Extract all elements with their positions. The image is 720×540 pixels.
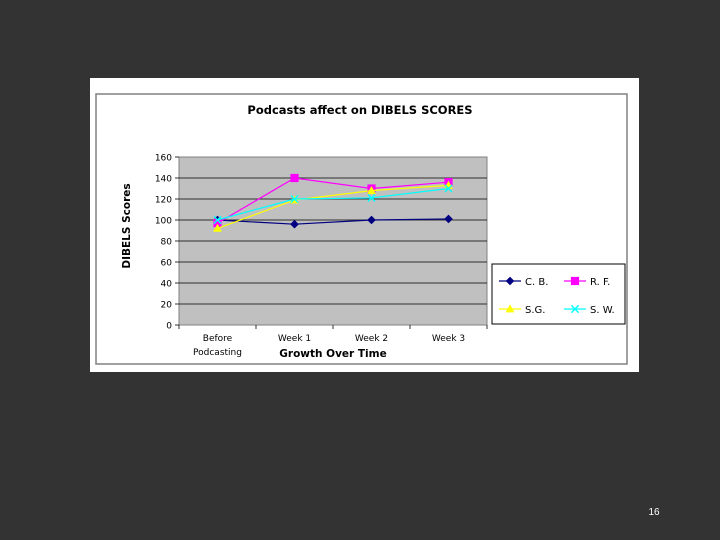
chart-panel: Podcasts affect on DIBELS SCORES 0 20 40 60… <box>90 78 639 372</box>
legend-item: C. B. <box>499 276 548 288</box>
data-point <box>290 173 299 183</box>
x-tick-label: Week 1 <box>278 334 311 344</box>
legend-marker <box>505 304 515 313</box>
legend-item: R. F. <box>564 276 610 288</box>
series-line <box>217 184 449 229</box>
series-line <box>217 187 449 221</box>
legend-label: C. B. <box>525 277 548 288</box>
y-tick-label: 40 <box>161 280 173 290</box>
chart-title: Podcasts affect on DIBELS SCORES <box>247 103 472 117</box>
legend-marker <box>570 276 580 286</box>
y-tick-label: 60 <box>161 259 173 269</box>
y-tick-label: 140 <box>155 175 172 185</box>
legend-box <box>491 263 626 325</box>
data-point <box>367 215 376 225</box>
y-tick-label: 0 <box>166 322 172 332</box>
data-point <box>213 223 222 232</box>
y-axis-label: DIBELS Scores <box>121 183 133 268</box>
series-line <box>217 218 449 225</box>
gridlines <box>179 177 487 305</box>
x-tick-label: Week 3 <box>432 334 465 344</box>
series-line <box>217 177 449 224</box>
line-chart: Podcasts affect on DIBELS SCORES 0 20 40 60… <box>95 93 628 365</box>
data-point <box>290 219 299 229</box>
y-tick-label: 120 <box>155 196 172 206</box>
legend-label: S. W. <box>590 305 615 316</box>
x-tick-label: Before Podcasting <box>193 334 242 358</box>
legend-item: S. W. <box>564 304 615 316</box>
x-axis-ticks: Before Podcasting Week 1 Week 2 Week 3 <box>178 325 488 358</box>
data-point <box>367 193 376 203</box>
y-tick-label: 100 <box>155 217 172 227</box>
legend-item: S.G. <box>499 304 545 316</box>
legend-label: S.G. <box>525 305 545 316</box>
y-tick-label: 80 <box>161 238 173 248</box>
data-point <box>290 194 299 204</box>
y-tick-label: 160 <box>155 154 172 164</box>
data-point <box>213 215 222 225</box>
y-tick-label: 20 <box>161 301 173 311</box>
series-lines <box>213 173 453 232</box>
y-axis-ticks: 0 20 40 60 80 100 120 140 160 <box>155 154 179 332</box>
x-axis-label: Growth Over Time <box>279 348 386 360</box>
x-tick-label: Week 2 <box>355 334 388 344</box>
data-point <box>444 214 453 224</box>
data-point <box>444 184 453 193</box>
data-point <box>367 185 376 194</box>
legend: C. B. R. F. S.G. S. W. <box>499 276 615 316</box>
legend-label: R. F. <box>590 277 610 288</box>
page-number: 16 <box>648 507 660 518</box>
legend-marker <box>570 304 580 314</box>
series-4 <box>213 184 453 225</box>
legend-marker <box>505 276 515 286</box>
